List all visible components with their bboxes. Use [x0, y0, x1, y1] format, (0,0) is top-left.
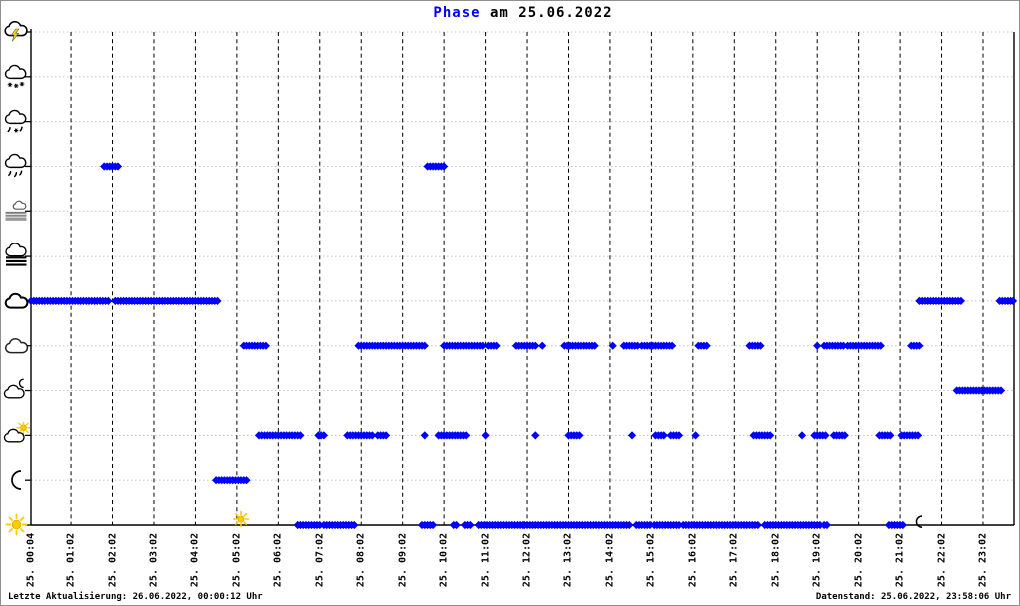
x-tick-label: 25. 22:02 [936, 532, 948, 588]
x-tick-label: 25. 01:02 [65, 532, 77, 588]
cloud-moon-icon [3, 377, 30, 404]
overcast-cloud-icon [3, 288, 30, 314]
cloud-icon [3, 333, 30, 359]
rain-cloud-icon [3, 153, 30, 179]
x-tick-label: 25. 12:02 [521, 532, 533, 588]
x-tick-label: 25. 09:02 [397, 532, 409, 588]
x-tick-label: 25. 13:02 [562, 532, 574, 588]
x-tick-label: 25. 23:02 [977, 532, 989, 588]
sunrise-sun-icon [232, 510, 250, 528]
x-tick-label: 25. 05:02 [231, 532, 243, 588]
x-tick-label: 25. 02:02 [107, 532, 119, 588]
series-clear-day [293, 520, 908, 530]
page-title: Phase am 25.06.2022 [31, 5, 1015, 21]
mist-icon [3, 198, 30, 224]
x-tick-label: 25. 19:02 [811, 532, 823, 588]
series-cloudy [239, 341, 924, 350]
x-tick-label: 25. 08:02 [355, 532, 367, 588]
moon-icon [3, 467, 30, 493]
series-overcast [26, 296, 1018, 305]
cloud-sun-icon [3, 422, 30, 448]
title-highlight: Phase [433, 5, 481, 21]
x-tick-label: 25. 21:02 [894, 532, 906, 588]
x-tick-label: 25. 00:04 [25, 532, 37, 588]
series-cloudy-night [952, 386, 1006, 395]
x-tick-label: 25. 17:02 [728, 532, 740, 588]
x-tick-label: 25. 11:02 [480, 532, 492, 588]
x-tick-label: 25. 07:02 [314, 532, 326, 588]
sleet-cloud-icon [3, 109, 30, 135]
data-state-text: Datenstand: 25.06.2022, 23:58:06 Uhr [815, 592, 1011, 602]
x-tick-label: 25. 16:02 [687, 532, 699, 588]
x-tick-label: 25. 20:02 [853, 532, 865, 588]
series-clear-night [212, 476, 251, 485]
thunderstorm-icon [3, 19, 30, 45]
x-tick-label: 25. 18:02 [770, 532, 782, 588]
series-cloudy-day [254, 431, 923, 440]
x-tick-label: 25. 15:02 [645, 532, 657, 588]
fog-icon [3, 243, 30, 269]
x-tick-label: 25. 03:02 [148, 532, 160, 588]
x-tick-label: 25. 14:02 [604, 532, 616, 588]
last-update-text: Letzte Aktualisierung: 26.06.2022, 00:00… [8, 592, 263, 602]
x-tick-label: 25. 10:02 [438, 532, 450, 588]
sun-icon [3, 512, 30, 538]
x-tick-label: 25. 06:02 [272, 532, 284, 588]
snow-cloud-icon [3, 64, 30, 90]
title-date: am 25.06.2022 [480, 5, 613, 21]
x-tick-label: 25. 04:02 [189, 532, 201, 588]
